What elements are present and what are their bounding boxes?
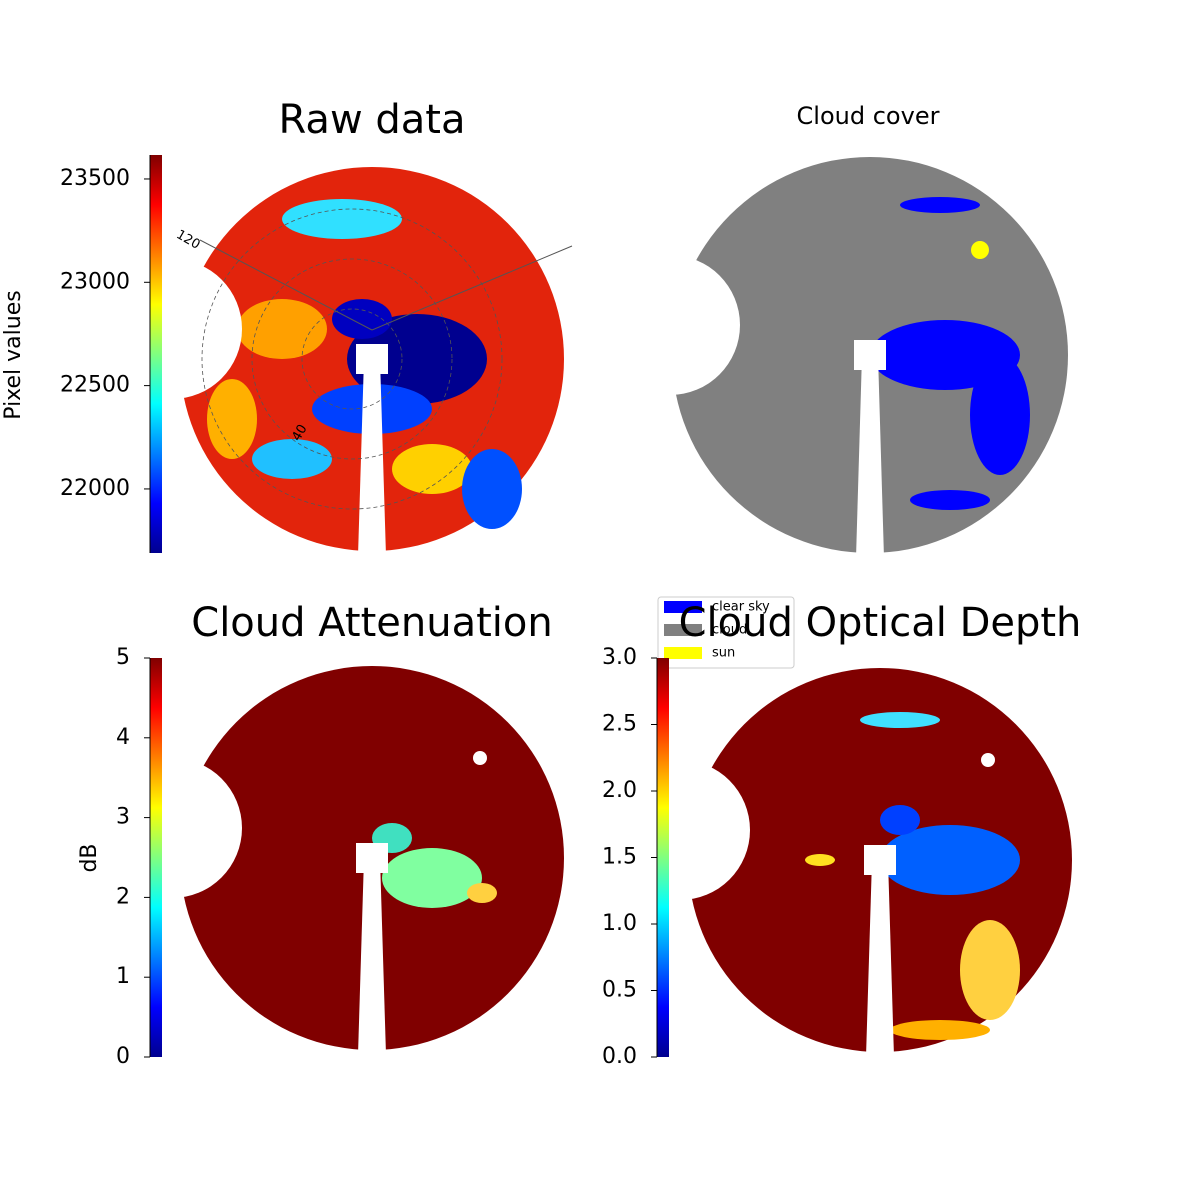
polar-axis (371, 245, 573, 331)
sky-patch (467, 883, 497, 903)
sky-patch (900, 197, 980, 213)
colorbar-tick-label: 23500 (60, 166, 130, 191)
colorbar (657, 658, 669, 1057)
sky-patch (860, 712, 940, 728)
colorbar-tick-label: 4 (116, 725, 130, 750)
polar-grid (201, 208, 503, 510)
sky-patch (382, 848, 482, 908)
colorbar-tick-label: 22500 (60, 373, 130, 398)
colorbar-tick-label: 2.0 (602, 778, 637, 803)
sky-patch (462, 449, 522, 529)
colorbar-tick-label: 1.0 (602, 911, 637, 936)
sky-patch (332, 299, 392, 339)
arm-mask (358, 359, 386, 556)
panel-title: Cloud Attenuation (191, 600, 552, 646)
sky-patch (237, 299, 327, 359)
legend-swatch (664, 601, 702, 613)
horizon-mask (600, 255, 740, 395)
sun-mask (981, 753, 995, 767)
colorbar-tick-label: 23000 (60, 269, 130, 294)
sky-patch (880, 805, 920, 835)
horizon-mask (102, 758, 242, 898)
shadowband-mask (356, 344, 388, 374)
legend-label: sun (712, 646, 735, 661)
legend-swatch (664, 647, 702, 659)
arm-mask (358, 858, 386, 1055)
colorbar-tick-label: 1.5 (602, 845, 637, 870)
colorbar-tick-label: 0.0 (602, 1044, 637, 1069)
legend-label: clear sky (712, 600, 770, 615)
sky-patch (805, 854, 835, 866)
sun-mask (473, 751, 487, 765)
legend-swatch (664, 624, 702, 636)
sky-patch (880, 825, 1020, 895)
colorbar-tick-label: 5 (116, 645, 130, 670)
colorbar-tick-label: 1 (116, 964, 130, 989)
sky-patch (347, 314, 487, 404)
colorbar-label: Pixel values (1, 290, 26, 419)
sky-patch (960, 920, 1020, 1020)
arm-mask (856, 355, 884, 558)
horizon-mask (102, 259, 242, 399)
colorbar-tick-label: 0.5 (602, 978, 637, 1003)
colorbar-label: dB (77, 843, 102, 872)
sky-patch (252, 439, 332, 479)
sky-image (610, 668, 1072, 1057)
colorbar (150, 658, 162, 1057)
shadowband-mask (356, 843, 388, 873)
sun-patch (971, 241, 989, 259)
colorbar-tick-label: 2.5 (602, 712, 637, 737)
sky-patch (392, 444, 472, 494)
polar-label: 40 (289, 422, 310, 444)
sky-image (600, 157, 1068, 558)
sky-patch (910, 490, 990, 510)
panel-title: Cloud cover (797, 102, 940, 130)
panel-title: Cloud Optical Depth (679, 600, 1082, 646)
colorbar-tick-label: 2 (116, 884, 130, 909)
sky-patch (282, 199, 402, 239)
colorbar (150, 155, 162, 553)
panel-title: Raw data (279, 97, 466, 143)
colorbar-tick-label: 22000 (60, 476, 130, 501)
polar-axis (199, 239, 373, 331)
polar-label: 120 (173, 227, 202, 252)
sky-patch (207, 379, 257, 459)
shadowband-mask (854, 340, 886, 370)
colorbar-tick-label: 3.0 (602, 645, 637, 670)
sky-patch (970, 355, 1030, 475)
legend-label: cloud (712, 623, 747, 638)
shadowband-mask (864, 845, 896, 875)
colorbar-tick-label: 3 (116, 805, 130, 830)
arm-mask (866, 860, 894, 1057)
sky-image (102, 167, 573, 556)
sky-patch (890, 1020, 990, 1040)
polar-grid (301, 308, 403, 410)
horizon-mask (610, 760, 750, 900)
colorbar-tick-label: 0 (116, 1044, 130, 1069)
sky-image (102, 666, 564, 1055)
polar-grid (251, 258, 453, 460)
